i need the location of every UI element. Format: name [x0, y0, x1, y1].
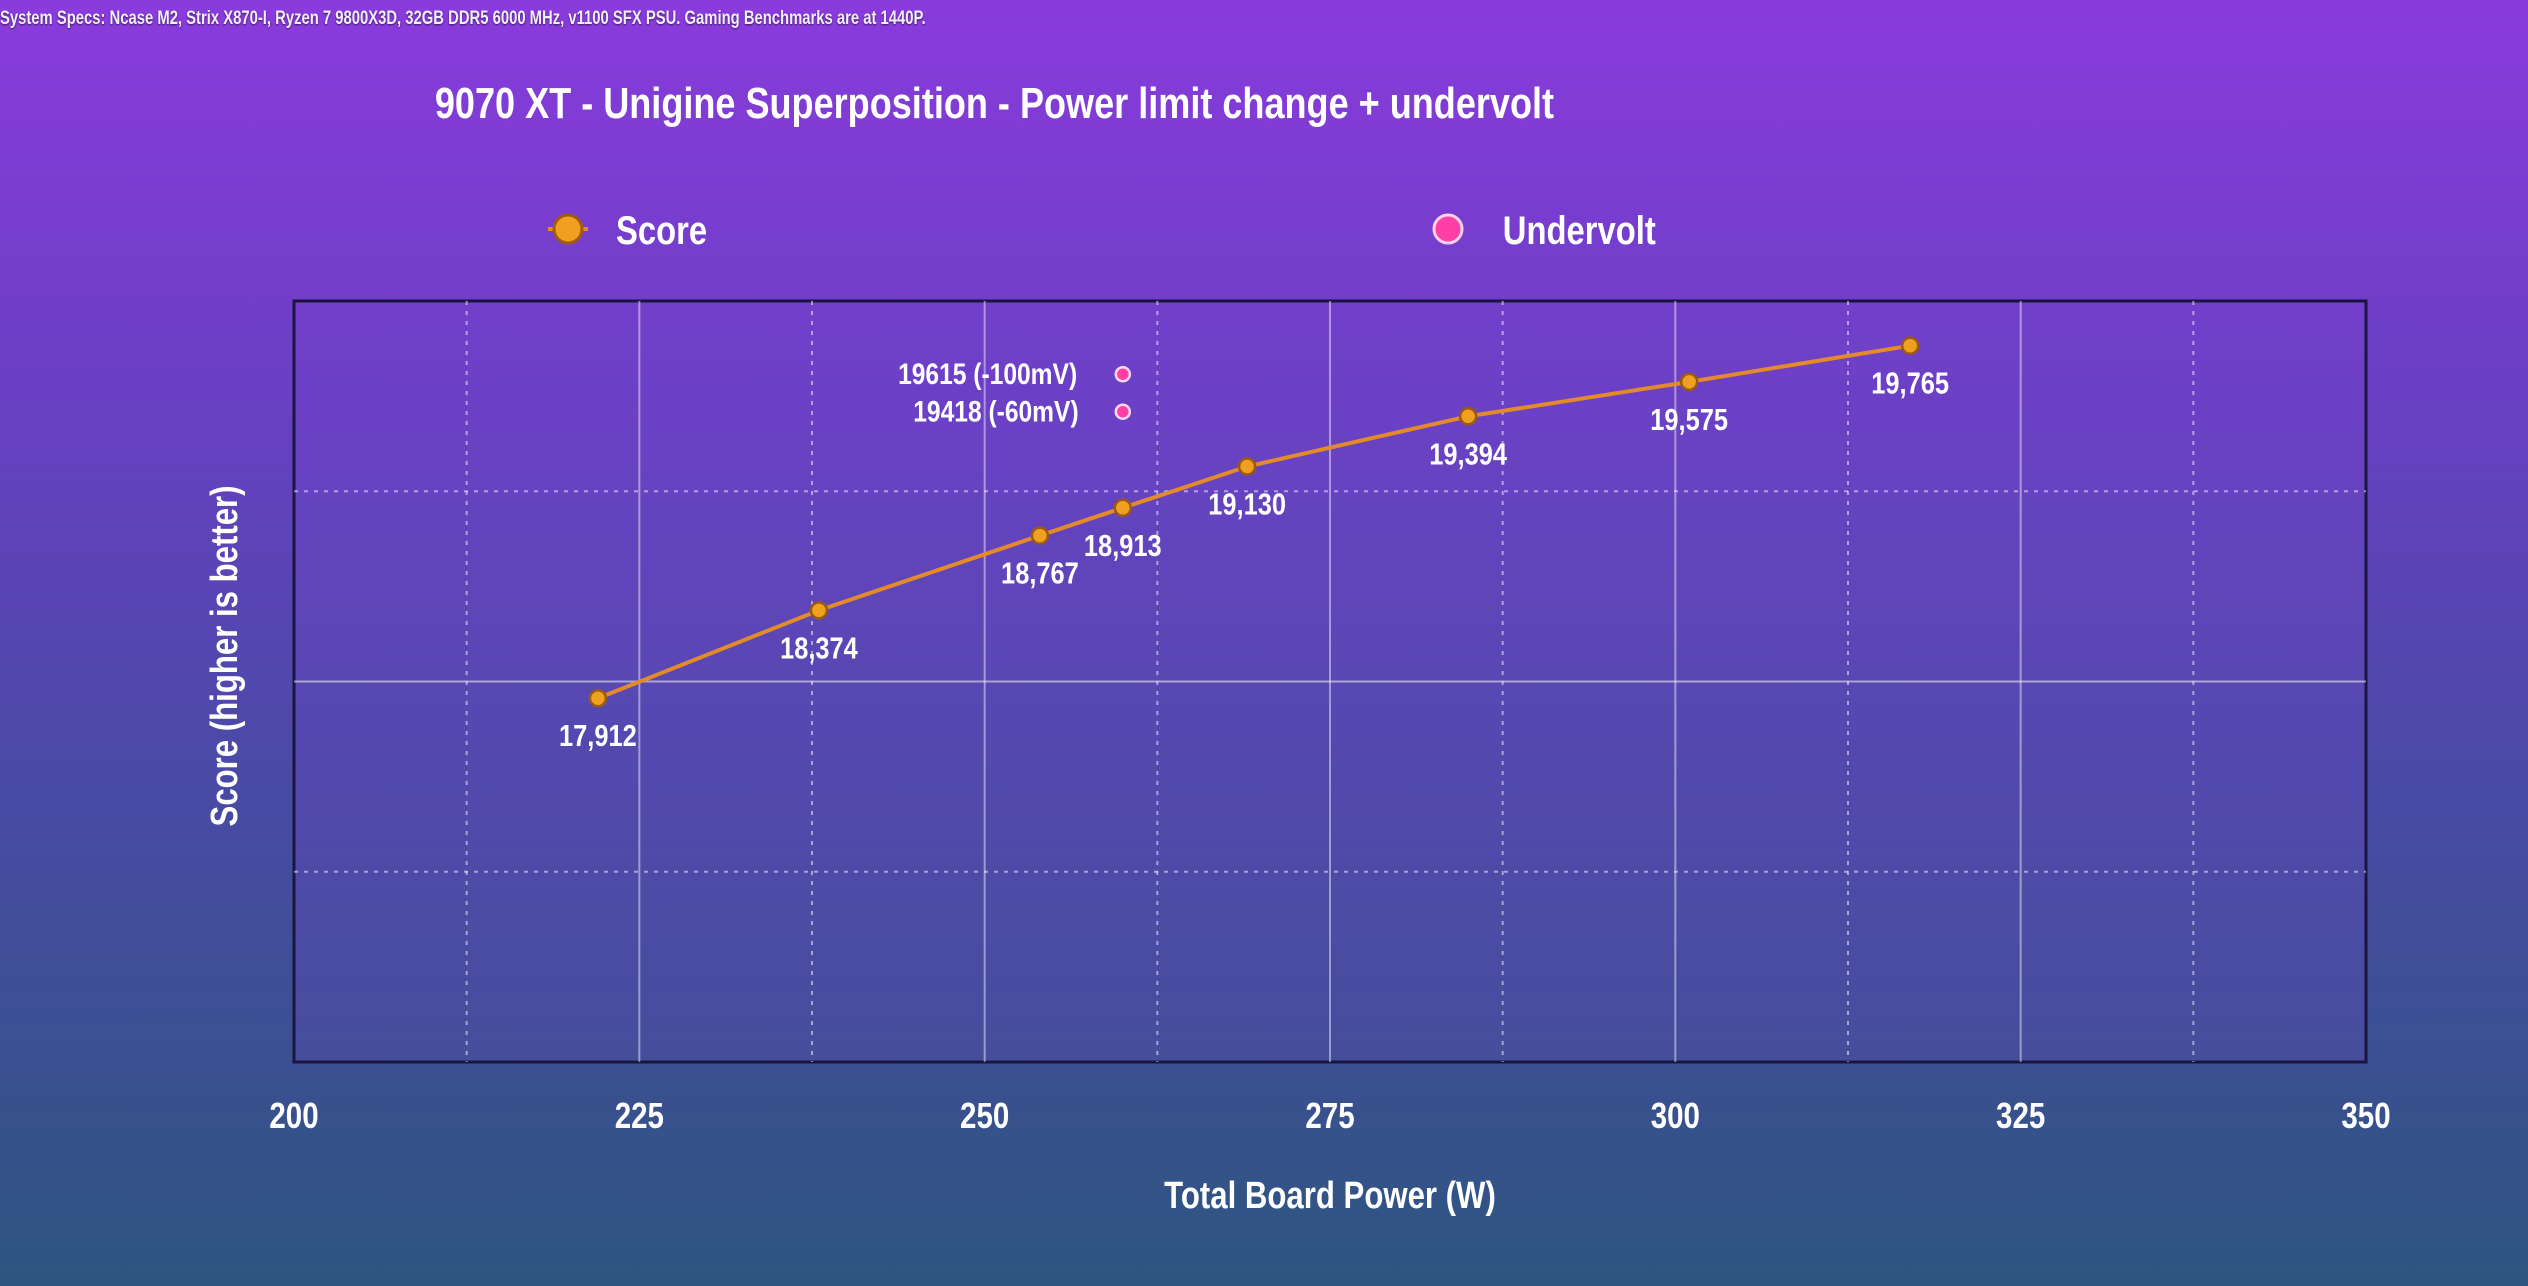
undervolt-point	[1114, 365, 1132, 383]
score-data-label: 18,913	[1084, 528, 1162, 563]
x-tick-label: 250	[960, 1095, 1009, 1135]
x-axis-label: Total Board Power (W)	[1164, 1175, 1496, 1217]
score-data-label: 19,130	[1208, 487, 1286, 522]
x-tick-label: 325	[1996, 1095, 2045, 1135]
score-data-label: 17,912	[559, 719, 637, 754]
legend-score-label: Score	[616, 208, 707, 253]
legend-score-marker	[552, 213, 584, 245]
x-tick-label: 350	[2341, 1095, 2390, 1135]
undervolt-point	[1114, 403, 1132, 420]
x-tick-label: 200	[269, 1095, 318, 1135]
x-tick-label: 225	[615, 1095, 664, 1135]
score-data-label: 18,374	[780, 631, 858, 666]
score-point	[1679, 372, 1699, 392]
system-specs-caption: System Specs: Ncase M2, Strix X870-I, Ry…	[0, 8, 926, 29]
undervolt-data-label: 19615 (-100mV)	[898, 357, 1077, 391]
legend-undervolt-label: Undervolt	[1503, 208, 1656, 253]
score-point	[588, 688, 608, 708]
score-point	[1900, 336, 1920, 355]
score-data-label: 18,767	[1001, 556, 1079, 591]
score-point	[1113, 498, 1133, 518]
x-tick-label: 275	[1305, 1095, 1354, 1135]
x-axis-ticks: 200 225 250 275 300 325 350	[269, 1095, 2390, 1135]
score-point	[1458, 407, 1478, 426]
grid	[294, 301, 2366, 1062]
y-axis-label: Score (higher is better)	[204, 485, 246, 826]
score-data-label: 19,394	[1429, 437, 1507, 472]
x-tick-label: 300	[1651, 1095, 1700, 1135]
score-point	[1030, 526, 1050, 545]
series-undervolt: 19615 (-100mV)19418 (-60mV)	[898, 357, 1132, 428]
legend-item-undervolt: Undervolt	[1432, 208, 1656, 253]
legend: Score Undervolt	[548, 208, 1656, 253]
score-point	[1237, 457, 1257, 476]
legend-undervolt-marker	[1432, 213, 1464, 245]
chart-title: 9070 XT - Unigine Superposition - Power …	[435, 79, 1554, 128]
score-line	[597, 343, 1911, 701]
score-data-label: 19,575	[1650, 403, 1728, 438]
score-data-label: 19,765	[1871, 366, 1949, 401]
undervolt-data-label: 19418 (-60mV)	[913, 394, 1078, 428]
legend-item-score: Score	[548, 208, 707, 253]
score-point	[809, 601, 829, 620]
